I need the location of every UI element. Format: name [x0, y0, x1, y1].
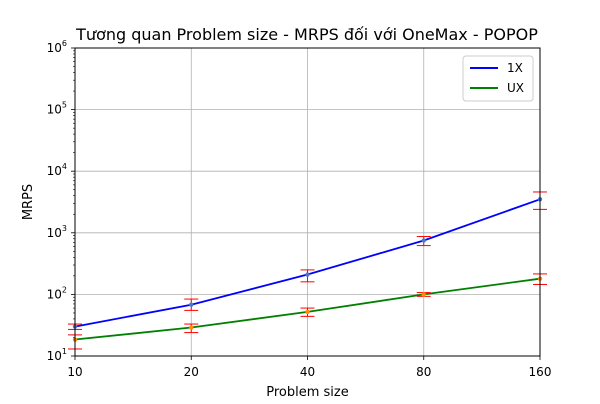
x-axis-label: Problem size	[266, 385, 349, 400]
legend-label-ux: UX	[507, 81, 524, 95]
x-tick-label: 80	[416, 365, 431, 379]
legend: 1X UX	[462, 55, 534, 102]
x-tick-label: 40	[300, 365, 315, 379]
data-point-1x	[305, 272, 310, 277]
x-tick-label: 10	[67, 365, 82, 379]
data-point-1x	[189, 302, 194, 307]
grid-lines	[74, 48, 541, 356]
x-axis-ticks: 10 20 40 80 160	[67, 356, 551, 379]
data-point-ux	[421, 292, 426, 297]
data-point-1x	[421, 238, 426, 243]
legend-label-1x: 1X	[507, 61, 523, 75]
x-tick-label: 20	[184, 365, 199, 379]
y-axis-label: MRPS	[21, 184, 36, 220]
data-point-ux	[189, 325, 194, 330]
chart-title: Tương quan Problem size - MRPS đối với O…	[75, 25, 538, 44]
plot-frame	[74, 47, 541, 357]
data-point-ux	[305, 309, 310, 315]
x-tick-label: 160	[529, 365, 552, 379]
